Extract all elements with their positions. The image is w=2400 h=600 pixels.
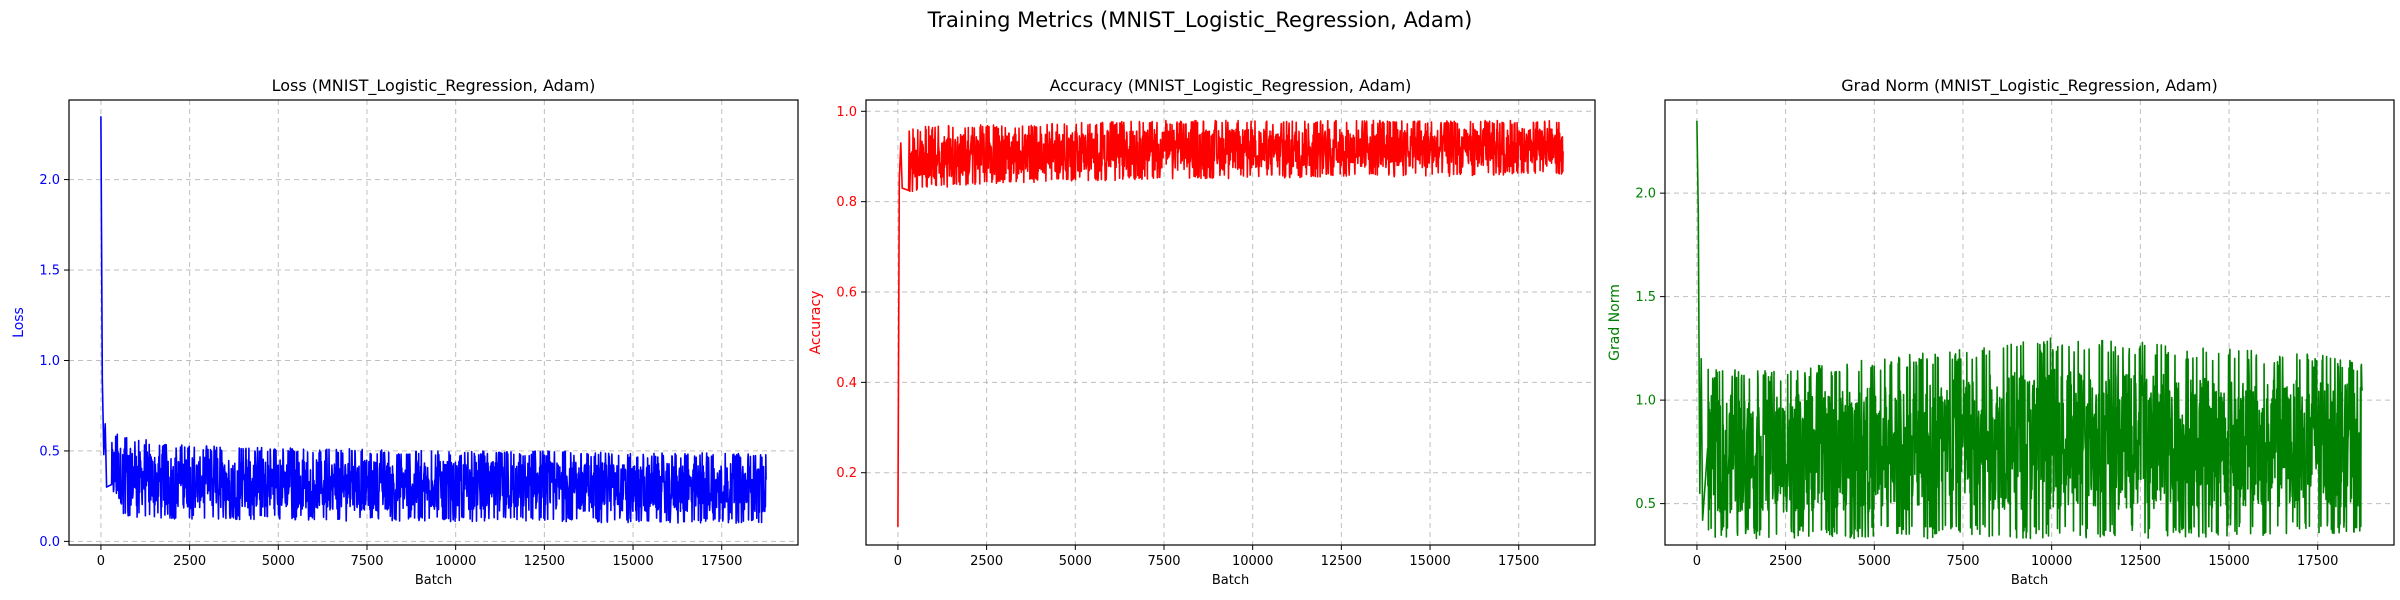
x-tick-label-loss-7: 17500 [701, 554, 742, 569]
x-tick-label-grad-norm-4: 10000 [2031, 554, 2072, 569]
x-tick-label-grad-norm-2: 5000 [1858, 554, 1891, 569]
x-tick-label-accuracy-6: 15000 [1409, 554, 1450, 569]
y-tick-label-grad-norm-1: 1.0 [1635, 394, 1656, 409]
x-tick-label-grad-norm-3: 7500 [1946, 554, 1979, 569]
x-tick-label-loss-6: 15000 [612, 554, 653, 569]
y-tick-label-accuracy-1: 0.4 [836, 376, 857, 391]
y-axis-label-accuracy: Accuracy [808, 291, 824, 355]
x-tick-label-loss-3: 7500 [350, 554, 383, 569]
y-tick-label-accuracy-2: 0.6 [836, 286, 857, 301]
x-tick-label-accuracy-4: 10000 [1232, 554, 1273, 569]
y-tick-label-loss-4: 2.0 [39, 173, 60, 188]
y-tick-label-loss-3: 1.5 [39, 264, 60, 279]
y-tick-label-grad-norm-2: 1.5 [1635, 290, 1656, 305]
x-tick-label-accuracy-2: 5000 [1059, 554, 1092, 569]
series-line-accuracy-0 [897, 119, 1564, 527]
x-tick-label-grad-norm-5: 12500 [2120, 554, 2161, 569]
x-tick-label-loss-2: 5000 [262, 554, 295, 569]
x-tick-label-accuracy-7: 17500 [1498, 554, 1539, 569]
y-tick-label-loss-1: 0.5 [39, 444, 60, 459]
chart-title-grad-norm: Grad Norm (MNIST_Logistic_Regression, Ad… [1841, 76, 2217, 96]
axes-frame-loss [68, 99, 799, 546]
x-tick-label-loss-0: 0 [97, 554, 105, 569]
x-tick-label-grad-norm-6: 15000 [2208, 554, 2249, 569]
x-tick-label-grad-norm-7: 17500 [2297, 554, 2338, 569]
x-tick-label-loss-4: 10000 [435, 554, 476, 569]
y-tick-label-loss-2: 1.0 [39, 354, 60, 369]
figure-suptitle: Training Metrics (MNIST_Logistic_Regress… [927, 8, 1473, 32]
y-axis-label-grad-norm: Grad Norm [1607, 284, 1623, 361]
x-tick-label-accuracy-1: 2500 [970, 554, 1003, 569]
x-axis-label-grad-norm: Batch [2011, 573, 2048, 588]
y-tick-label-loss-0: 0.0 [39, 535, 60, 550]
x-axis-label-accuracy: Batch [1212, 573, 1249, 588]
series-line-loss-0 [100, 116, 767, 524]
y-tick-label-accuracy-3: 0.8 [836, 195, 857, 210]
y-tick-label-accuracy-4: 1.0 [836, 105, 857, 120]
y-axis-label-loss: Loss [11, 307, 27, 338]
chart-title-accuracy: Accuracy (MNIST_Logistic_Regression, Ada… [1050, 76, 1412, 96]
x-tick-label-accuracy-0: 0 [894, 554, 902, 569]
y-tick-label-accuracy-0: 0.2 [836, 466, 857, 481]
chart-accuracy: 0 2500 5000 7500 10000 12500 15000 17500 0.2 0.4 0… [808, 76, 1596, 588]
x-tick-label-loss-1: 2500 [173, 554, 206, 569]
x-tick-label-grad-norm-1: 2500 [1769, 554, 1802, 569]
x-axis-label-loss: Batch [415, 573, 452, 588]
chart-title-loss: Loss (MNIST_Logistic_Regression, Adam) [272, 76, 596, 96]
y-tick-label-grad-norm-0: 0.5 [1635, 497, 1656, 512]
chart-loss: 0 2500 5000 7500 10000 12500 15000 17500 0.0 0.5 1… [11, 76, 799, 588]
chart-grad-norm: 0 2500 5000 7500 10000 12500 15000 17500 0.5 1.0 1… [1607, 76, 2395, 588]
axes-frame-accuracy [865, 99, 1596, 546]
series-line-grad-norm-0 [1696, 120, 2363, 540]
x-tick-label-loss-5: 12500 [524, 554, 565, 569]
axes-frame-grad-norm [1664, 99, 2395, 546]
y-tick-label-grad-norm-3: 2.0 [1635, 187, 1656, 202]
x-tick-label-accuracy-5: 12500 [1321, 554, 1362, 569]
x-tick-label-grad-norm-0: 0 [1693, 554, 1701, 569]
x-tick-label-accuracy-3: 7500 [1147, 554, 1180, 569]
